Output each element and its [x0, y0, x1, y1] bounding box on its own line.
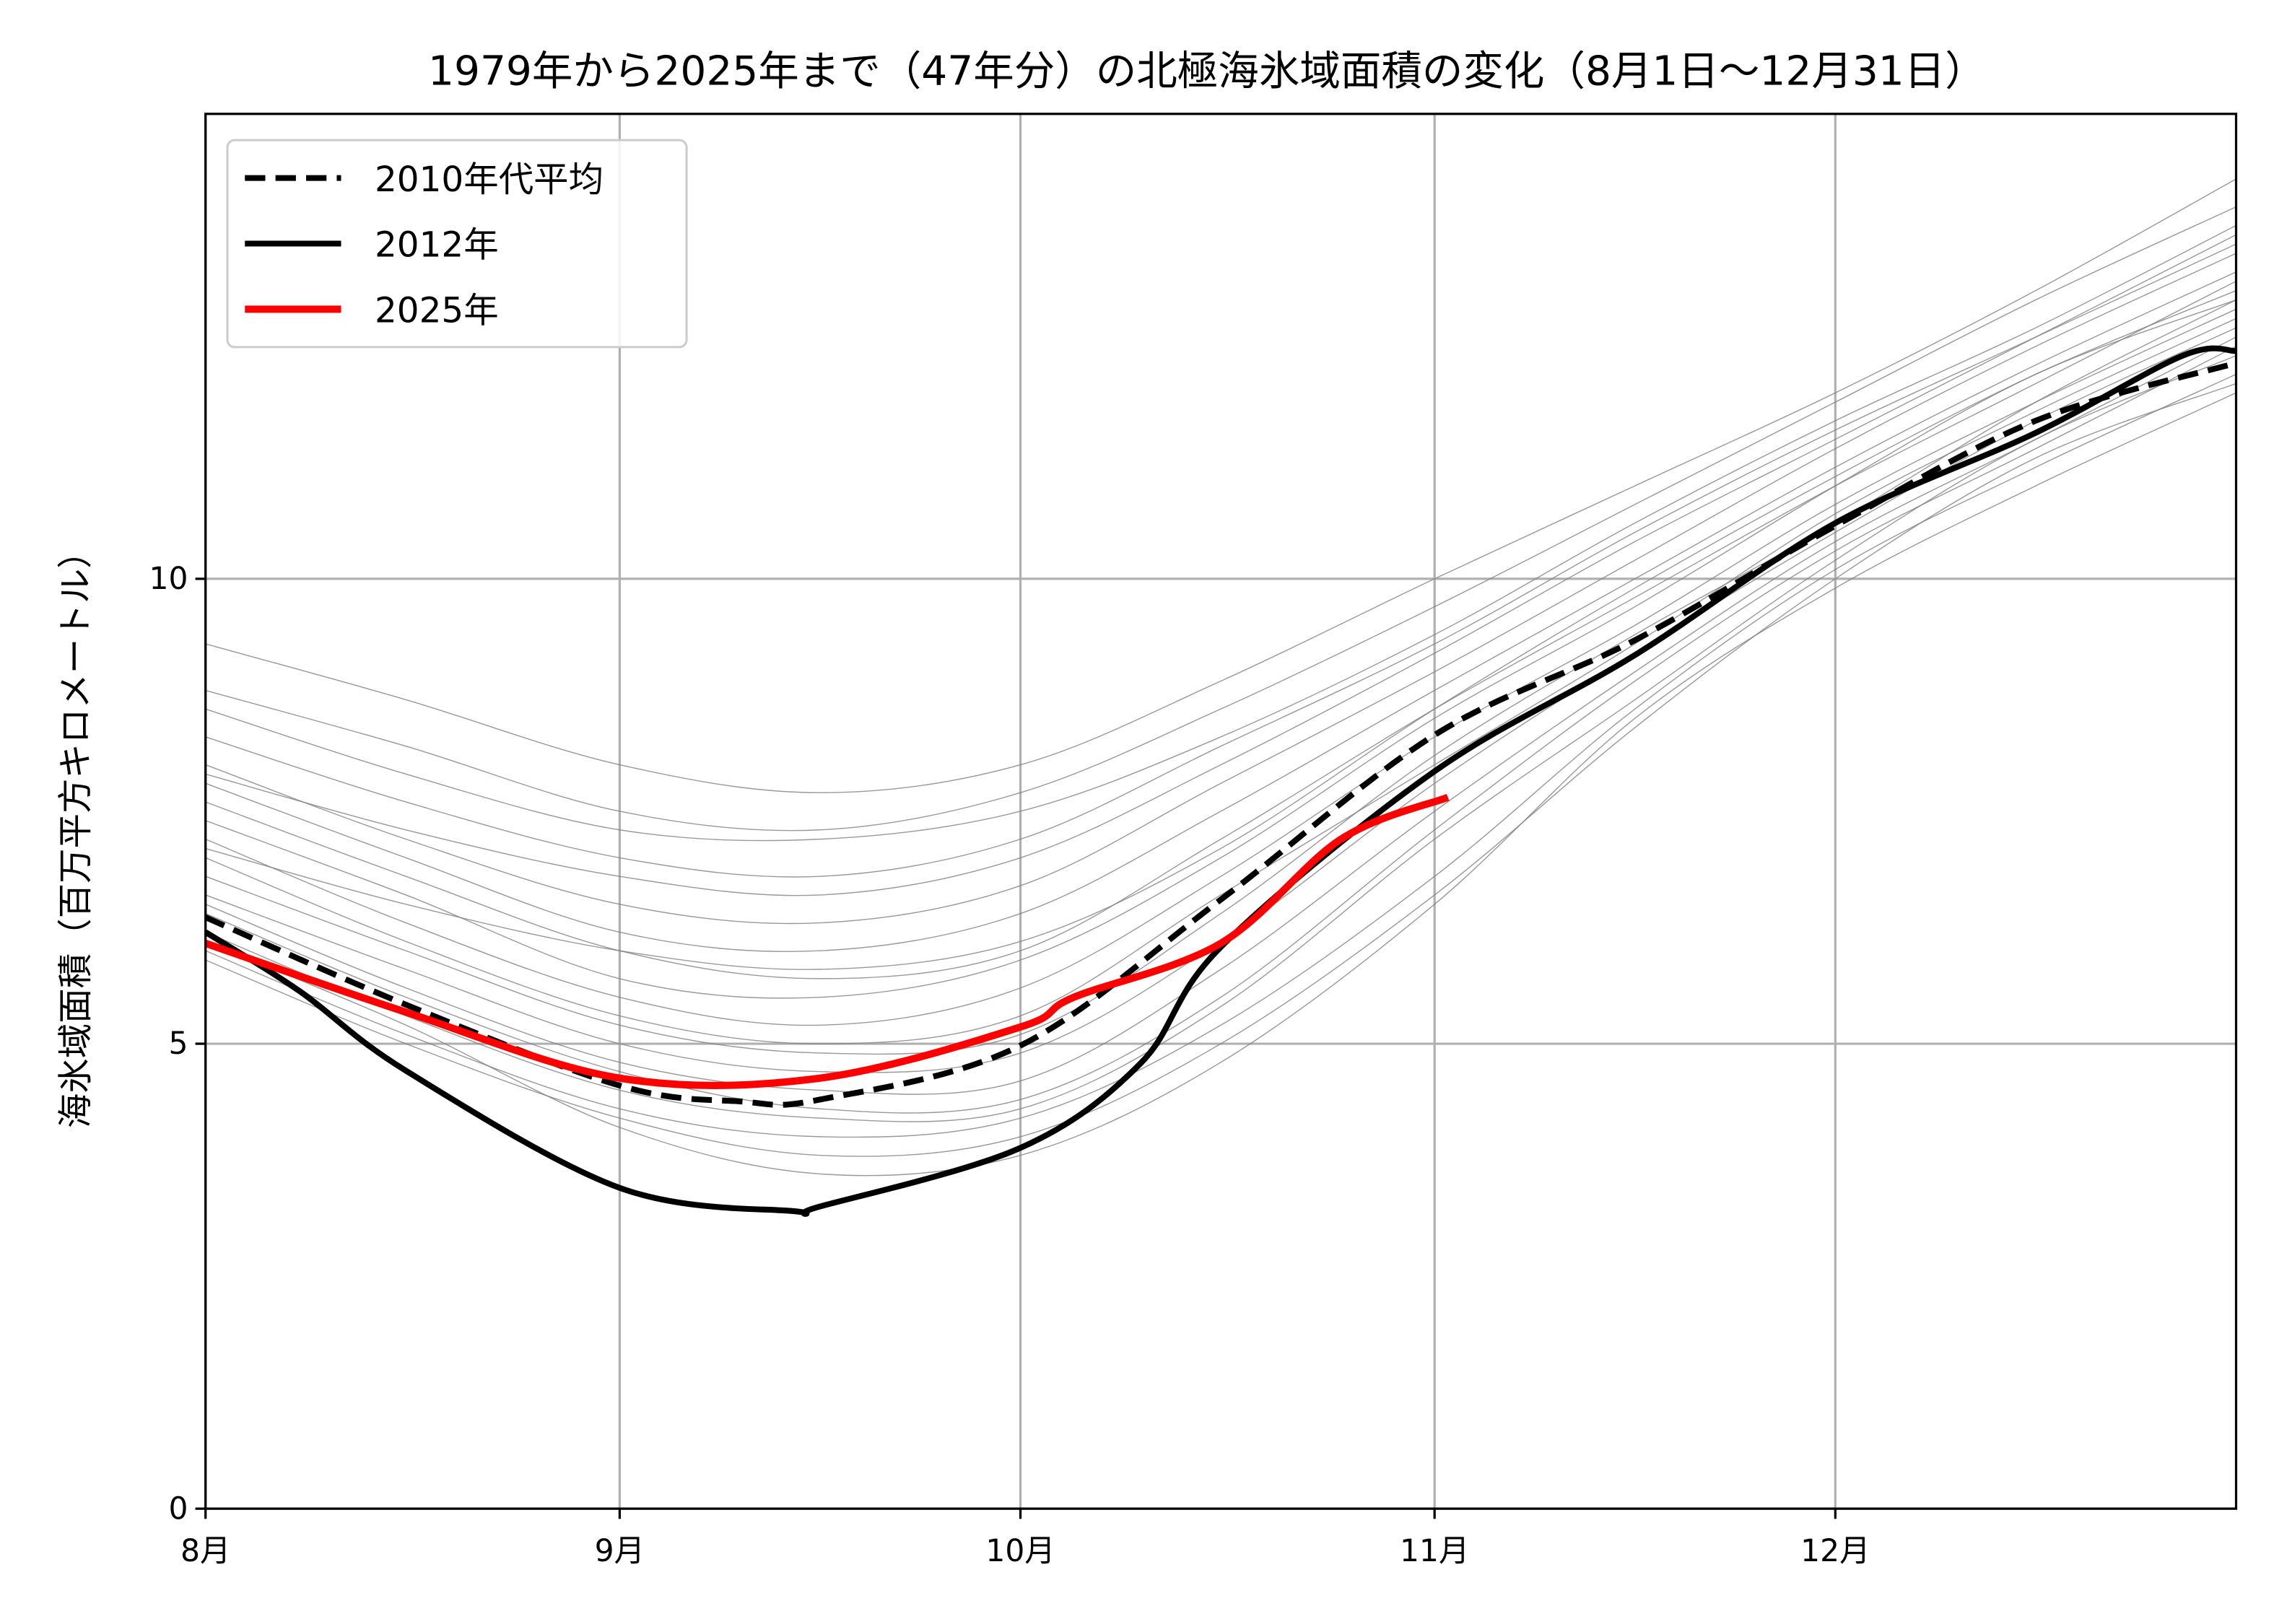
legend: 2010年代平均 2012年 2025年 [226, 139, 688, 349]
highlight-series [204, 345, 2237, 1217]
background-year-line [205, 383, 2236, 1157]
background-year-line [205, 336, 2236, 1095]
background-year-line [205, 308, 2236, 1026]
y-tick-label: 10 [149, 561, 188, 596]
background-year-lines [205, 178, 2236, 1176]
background-year-line [205, 271, 2236, 953]
plot-frame [204, 113, 2238, 1510]
background-year-line [205, 253, 2236, 925]
legend-label: 2012年 [375, 225, 499, 266]
background-year-line [205, 346, 2236, 1114]
x-tick-label: 11月 [1400, 1533, 1469, 1568]
legend-box [226, 139, 688, 349]
background-year-line [205, 234, 2236, 896]
y-tick-label: 0 [168, 1490, 188, 1526]
background-year-line [205, 206, 2236, 831]
background-year-line [205, 243, 2236, 878]
legend-label: 2025年 [375, 291, 499, 331]
y-tick-label: 5 [168, 1026, 188, 1061]
background-year-line [205, 289, 2236, 970]
series-line-2 [204, 793, 1450, 1089]
y-axis-label: 海氷域面積（百万平方キロメートル） [56, 533, 96, 1128]
legend-label: 2010年代平均 [375, 160, 604, 200]
x-tick-label: 8月 [180, 1533, 230, 1568]
chart-title: 1979年から2025年まで（47年分）の北極海氷域面積の変化（8月1日〜12月… [428, 48, 1986, 95]
background-year-line [205, 281, 2236, 979]
x-tick-label: 9月 [595, 1533, 645, 1568]
background-year-line [205, 373, 2236, 1138]
series-line-1 [204, 345, 2236, 1217]
axis-ticks: 8月 9月 10月 11月 12月 0 5 10 [149, 561, 1870, 1568]
background-year-line [205, 355, 2236, 1122]
background-year-line [205, 224, 2236, 842]
x-tick-label: 10月 [985, 1533, 1055, 1568]
background-year-line [205, 299, 2236, 999]
background-year-line [205, 392, 2236, 1176]
background-year-line [205, 299, 2236, 1055]
x-tick-label: 12月 [1800, 1533, 1870, 1568]
background-year-line [205, 178, 2236, 793]
